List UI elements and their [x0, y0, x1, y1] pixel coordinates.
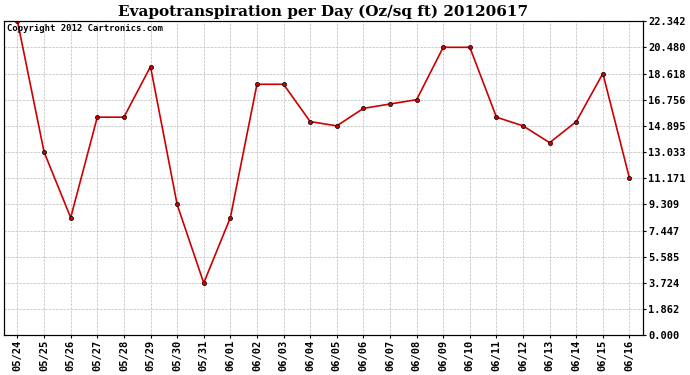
Title: Evapotranspiration per Day (Oz/sq ft) 20120617: Evapotranspiration per Day (Oz/sq ft) 20…: [119, 4, 529, 18]
Text: Copyright 2012 Cartronics.com: Copyright 2012 Cartronics.com: [8, 24, 164, 33]
